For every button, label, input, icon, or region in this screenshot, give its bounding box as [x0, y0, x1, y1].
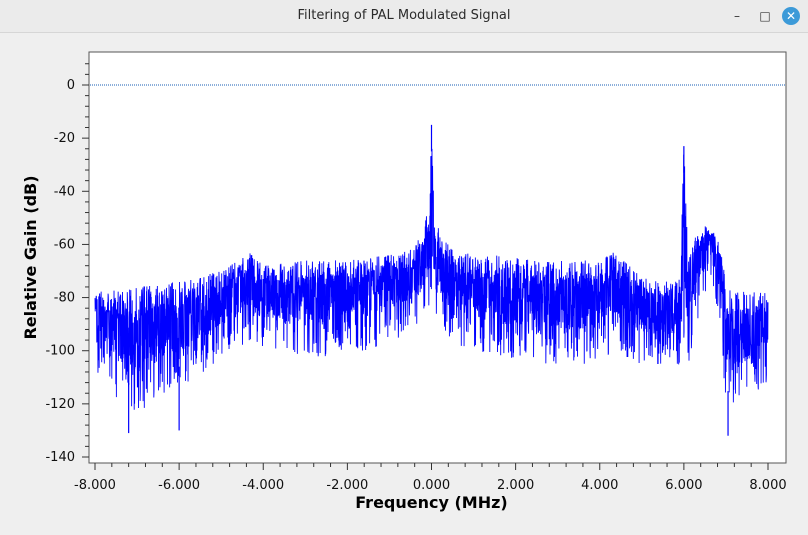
x-tick-label: 8.000 — [749, 478, 786, 493]
y-tick-label: -20 — [54, 131, 75, 146]
y-tick-label: -80 — [54, 291, 75, 306]
x-tick-label: 6.000 — [665, 478, 702, 493]
y-axis: 0 -20 -40 -60 -80 -100 -120 -140 — [45, 63, 89, 465]
minimize-button[interactable]: – — [734, 9, 740, 23]
x-tick-label: 2.000 — [497, 478, 534, 493]
y-axis-label: Relative Gain (dB) — [21, 175, 40, 339]
close-button[interactable]: ✕ — [782, 7, 800, 25]
window-titlebar: Filtering of PAL Modulated Signal – □ ✕ — [0, 0, 808, 33]
y-tick-label: -40 — [54, 184, 75, 199]
x-tick-label: -6.000 — [158, 478, 200, 493]
y-tick-label: -60 — [54, 237, 75, 252]
x-tick-label: 4.000 — [581, 478, 618, 493]
spectrum-trace — [94, 124, 769, 436]
window-title: Filtering of PAL Modulated Signal — [297, 8, 511, 23]
y-tick-label: -100 — [45, 344, 75, 359]
x-axis: -8.000 -6.000 -4.000 -2.000 0.000 2.000 4.000 6… — [74, 463, 787, 493]
spectrum-line — [94, 148, 769, 410]
x-tick-label: -2.000 — [326, 478, 368, 493]
y-tick-label: -120 — [45, 397, 75, 412]
y-tick-label: -140 — [45, 450, 75, 465]
x-axis-label: Frequency (MHz) — [355, 493, 507, 512]
spectrum-chart: 0 -20 -40 -60 -80 -100 -120 -140 -8.000 -6.000 -4… — [0, 33, 808, 531]
plot-area: 0 -20 -40 -60 -80 -100 -120 -140 -8.000 -6.000 -4… — [0, 33, 808, 531]
maximize-button[interactable]: □ — [759, 9, 771, 23]
y-tick-label: 0 — [67, 78, 75, 93]
x-tick-label: -8.000 — [74, 478, 116, 493]
x-tick-label: -4.000 — [242, 478, 284, 493]
x-tick-label: 0.000 — [413, 478, 450, 493]
